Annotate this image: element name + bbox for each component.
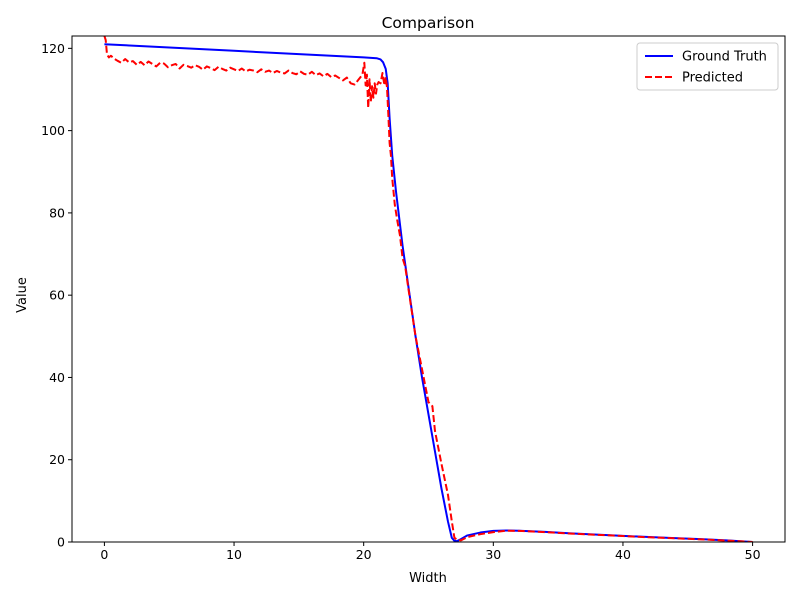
y-tick-label: 100 xyxy=(41,123,65,138)
legend-box xyxy=(636,42,779,91)
y-tick-label: 40 xyxy=(49,370,65,385)
chart-title: Comparison xyxy=(382,14,475,32)
legend-label-1: Predicted xyxy=(682,71,743,86)
x-tick-label: 40 xyxy=(615,547,631,562)
y-tick-label: 0 xyxy=(57,535,65,550)
y-tick-label: 60 xyxy=(49,288,65,303)
plot-area xyxy=(71,35,786,543)
legend-label-0: Ground Truth xyxy=(682,50,767,65)
legend: Ground Truth Predicted xyxy=(636,42,779,91)
y-tick-label: 120 xyxy=(41,41,65,56)
y-tick-label: 80 xyxy=(49,205,65,220)
y-tick-label: 20 xyxy=(49,452,65,467)
x-axis: 0 10 20 30 40 50 xyxy=(100,542,761,562)
x-tick-label: 10 xyxy=(226,547,242,562)
x-tick-label: 50 xyxy=(745,547,761,562)
plot-frame xyxy=(71,35,786,543)
x-tick-label: 0 xyxy=(100,547,108,562)
series-layer xyxy=(103,36,753,542)
x-tick-label: 30 xyxy=(485,547,501,562)
x-axis-title: Width xyxy=(409,571,447,586)
series-line-1 xyxy=(103,36,753,542)
y-axis: 0 20 40 60 80 100 120 xyxy=(41,41,72,550)
y-axis-title: Value xyxy=(15,277,30,313)
x-tick-label: 20 xyxy=(356,547,372,562)
